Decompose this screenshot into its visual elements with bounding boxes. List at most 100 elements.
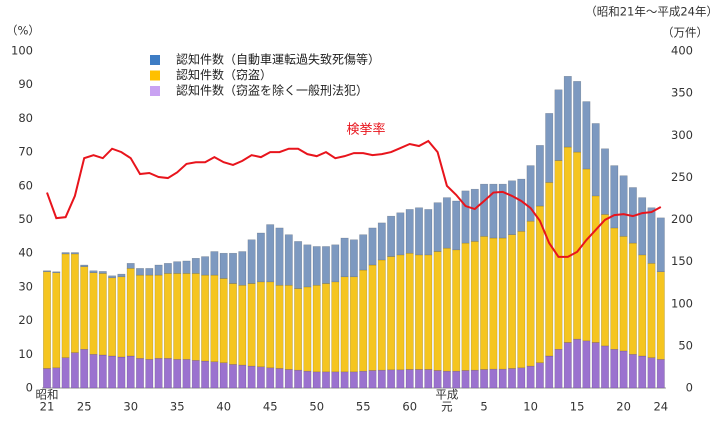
bar-segment <box>322 246 330 284</box>
bar-segment <box>647 263 656 358</box>
bar-segment <box>126 268 135 357</box>
y2-tick-label: 250 <box>671 170 693 184</box>
bar-segment <box>61 357 70 389</box>
bar-segment <box>52 367 61 389</box>
bar-segment <box>470 369 479 389</box>
bar-segment <box>656 217 665 272</box>
bar-segment <box>619 350 628 389</box>
bar-segment <box>43 271 51 369</box>
legend-swatch <box>150 55 160 65</box>
x-tick-label: 21 <box>40 400 55 414</box>
bar-segment <box>377 369 386 389</box>
bar-segment <box>229 252 237 284</box>
bar-segment <box>349 239 358 278</box>
bar-segment <box>545 182 554 357</box>
bar-segment <box>182 273 191 360</box>
bar-segment <box>377 222 386 261</box>
bar-segment <box>480 369 489 389</box>
bar-segment <box>349 371 358 389</box>
y2-tick-label: 100 <box>671 296 693 310</box>
bar-segment <box>573 81 582 153</box>
bar-segment <box>43 270 51 272</box>
line-label: 検挙率 <box>346 122 385 138</box>
y-tick-label: 100 <box>11 44 33 58</box>
bar-segment <box>498 183 507 239</box>
bar-segment <box>359 370 368 389</box>
bar-segment <box>582 101 591 170</box>
bar-segment <box>126 355 135 389</box>
bar-segment <box>480 183 489 237</box>
bar-segment <box>359 269 368 372</box>
bar-segment <box>266 367 275 389</box>
bar-segment <box>219 252 228 279</box>
bar-segment <box>52 272 61 369</box>
bar-segment <box>377 259 386 371</box>
bar-segment <box>89 272 98 355</box>
bar-segment <box>508 234 516 369</box>
bar-segment <box>210 251 219 276</box>
bar-segment <box>517 178 526 232</box>
y-tick-label: 40 <box>18 246 33 260</box>
bar-segment <box>387 256 396 371</box>
bar-segment <box>591 195 600 343</box>
x-tick-label: 45 <box>263 400 278 414</box>
bar-segment <box>563 342 572 389</box>
bar-segment <box>163 263 172 274</box>
bar-segment <box>619 236 628 352</box>
bar-segment <box>415 369 423 389</box>
y-unit: （%） <box>6 24 40 38</box>
bar-segment <box>201 360 210 389</box>
bar-segment <box>433 370 442 389</box>
y-tick-label: 20 <box>18 313 33 327</box>
y2-tick-label: 200 <box>671 212 693 226</box>
bar-segment <box>526 220 535 367</box>
bar-segment <box>396 212 405 256</box>
bar-segment <box>98 271 107 274</box>
bar-segment <box>424 254 433 370</box>
bar-segment <box>43 368 51 389</box>
bar-segment <box>489 368 498 389</box>
y-tick-label: 0 <box>26 381 33 395</box>
bar-segment <box>396 369 405 389</box>
bar-segment <box>266 281 275 369</box>
bar-segment <box>638 355 647 389</box>
bar-segment <box>498 237 507 370</box>
bar-segment <box>173 273 182 360</box>
bar-segment <box>182 260 191 274</box>
bar-segment <box>656 271 665 360</box>
bar-segment <box>284 369 293 389</box>
legend-swatch <box>150 86 160 96</box>
bar-segment <box>331 371 340 389</box>
bar-segment <box>229 364 237 389</box>
era-label: 平成 <box>435 388 458 402</box>
bar-segment <box>247 283 256 367</box>
x-tick-label: 60 <box>402 400 417 414</box>
bar-segment <box>656 359 665 389</box>
bar-segment <box>108 275 117 279</box>
bar-segment <box>70 253 79 353</box>
bar-segment <box>628 354 637 389</box>
bar-segment <box>340 237 349 278</box>
bar-segment <box>442 197 451 249</box>
bar-segment <box>461 242 470 371</box>
bar-segment <box>582 168 591 342</box>
bar-segment <box>535 145 544 207</box>
bar-segment <box>368 264 377 371</box>
bar-segment <box>256 232 265 283</box>
y-tick-label: 70 <box>18 145 33 159</box>
bar-segment <box>173 359 182 389</box>
bar-segment <box>340 276 349 373</box>
bar-segment <box>601 345 609 389</box>
bar-segment <box>154 264 163 276</box>
bar-segment <box>61 252 70 255</box>
bar-segment <box>415 254 423 370</box>
bar-segment <box>229 283 237 365</box>
bar-segment <box>368 227 377 266</box>
bar-segment <box>452 370 461 389</box>
x-tick-label: 50 <box>309 400 324 414</box>
y-tick-label: 30 <box>18 279 33 293</box>
x-tick-label: 元 <box>441 400 453 414</box>
bar-segment <box>424 369 433 389</box>
bar-segment <box>256 366 265 389</box>
bar-segment <box>98 354 107 389</box>
